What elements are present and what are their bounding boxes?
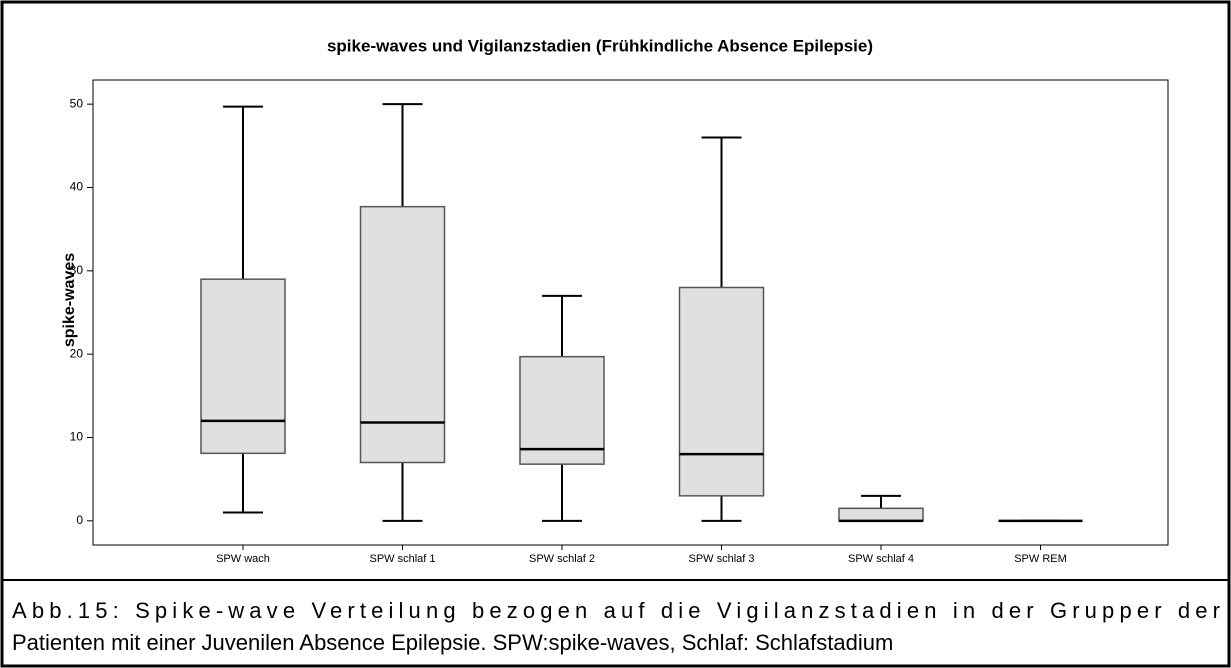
x-tick-label: SPW schlaf 2 [529, 553, 595, 565]
x-tick-label: SPW REM [1014, 553, 1067, 565]
y-tick-label: 20 [70, 346, 84, 360]
box [519, 355, 605, 465]
x-tick-label: SPW schlaf 1 [369, 553, 435, 565]
chart-title: spike-waves und Vigilanzstadien (Frühkin… [327, 36, 873, 55]
box [678, 286, 765, 497]
plot-area [92, 79, 1169, 546]
box [359, 205, 446, 464]
y-tick-label: 30 [70, 263, 84, 277]
y-axis-label: spike-waves [61, 253, 78, 347]
box [200, 278, 286, 455]
y-tick-label: 0 [76, 513, 83, 527]
y-tick-label: 50 [70, 96, 84, 110]
x-tick-label: SPW schlaf 3 [688, 553, 754, 565]
y-tick-label: 40 [70, 180, 84, 194]
x-tick-label: SPW schlaf 4 [848, 553, 914, 565]
caption-line: Patienten mit einer Juvenilen Absence Ep… [12, 630, 893, 655]
box [838, 507, 924, 522]
x-tick-label: SPW wach [216, 553, 270, 565]
y-tick-label: 10 [70, 430, 84, 444]
